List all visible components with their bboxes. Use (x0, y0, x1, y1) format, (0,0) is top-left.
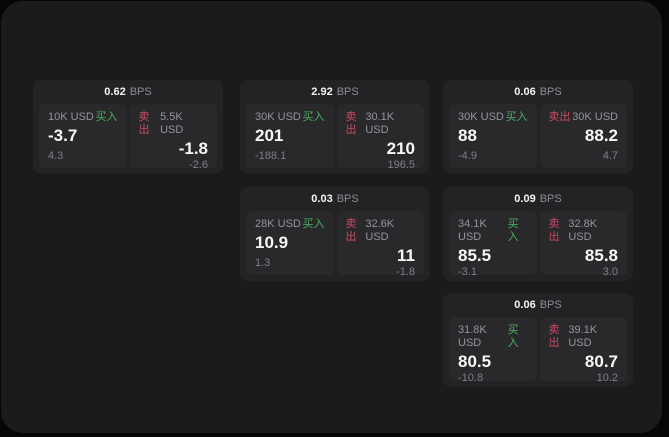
sell-amount: 32.8K USD (568, 218, 598, 243)
sell-panel[interactable]: 卖出 32.6K USD 11 -1.8 (336, 211, 424, 278)
quote-card: 2.92 BPS 30K USD 买入 201 -188.1 卖出 30.1K … (240, 80, 430, 174)
buy-panel[interactable]: 28K USD 买入 10.9 1.3 (246, 211, 334, 275)
buy-delta: -3.1 (458, 266, 477, 278)
buy-amount: 10K USD (48, 111, 94, 123)
quote-body: 31.8K USD 买入 80.5 -10.8 卖出 39.1K USD 80.… (443, 317, 633, 387)
sell-panel[interactable]: 卖出 39.1K USD 80.7 10.2 (539, 317, 627, 384)
buy-amount: 31.8K USD (458, 324, 487, 349)
bps-value: 2.92 (311, 86, 333, 98)
sell-price: 85.8 (584, 246, 618, 265)
buy-amount: 34.1K USD (458, 218, 487, 243)
quote-card: 0.06 BPS 31.8K USD 买入 80.5 -10.8 卖出 39.1… (443, 293, 633, 387)
sell-price: 88.2 (584, 126, 618, 145)
bps-header: 0.06 BPS (443, 293, 633, 317)
buy-tag: 买入 (302, 111, 325, 123)
bps-unit-label: BPS (336, 86, 359, 98)
buy-tag: 买入 (507, 324, 519, 349)
bps-unit-label: BPS (539, 299, 562, 311)
quote-body: 34.1K USD 买入 85.5 -3.1 卖出 32.8K USD 85.8… (443, 211, 633, 281)
sell-delta: 10.2 (596, 372, 618, 384)
buy-delta: -10.8 (458, 372, 484, 384)
bps-header: 0.06 BPS (443, 80, 633, 104)
bps-value: 0.03 (311, 193, 333, 205)
sell-price: -1.8 (178, 139, 208, 158)
bps-unit-label: BPS (539, 86, 562, 98)
bps-unit-label: BPS (539, 193, 562, 205)
quote-card: 0.09 BPS 34.1K USD 买入 85.5 -3.1 卖出 32.8K… (443, 187, 633, 281)
sell-tag: 卖出 (548, 324, 560, 349)
bps-value: 0.06 (514, 86, 536, 98)
sell-amount: 32.6K USD (365, 218, 395, 243)
buy-amount: 30K USD (458, 111, 504, 123)
bps-value: 0.62 (104, 86, 126, 98)
sell-delta: -1.8 (396, 266, 415, 278)
buy-panel[interactable]: 30K USD 买入 88 -4.9 (449, 104, 537, 168)
quote-body: 10K USD 买入 -3.7 4.3 卖出 5.5K USD -1.8 -2.… (33, 104, 223, 174)
buy-tag: 买入 (95, 111, 118, 123)
buy-amount: 30K USD (255, 111, 301, 123)
buy-amount: 28K USD (255, 218, 301, 230)
buy-panel[interactable]: 31.8K USD 买入 80.5 -10.8 (449, 317, 537, 384)
bps-header: 0.09 BPS (443, 187, 633, 211)
sell-delta: -2.6 (189, 159, 208, 171)
sell-panel[interactable]: 卖出 32.8K USD 85.8 3.0 (539, 211, 627, 278)
sell-tag: 卖出 (345, 111, 357, 136)
sell-panel[interactable]: 卖出 5.5K USD -1.8 -2.6 (129, 104, 217, 171)
buy-tag: 买入 (505, 111, 528, 123)
sell-tag: 卖出 (345, 218, 357, 243)
buy-panel[interactable]: 34.1K USD 买入 85.5 -3.1 (449, 211, 537, 278)
bps-unit-label: BPS (129, 86, 152, 98)
quote-body: 28K USD 买入 10.9 1.3 卖出 32.6K USD 11 -1.8 (240, 211, 430, 281)
buy-price: -3.7 (48, 126, 78, 145)
buy-delta: 4.3 (48, 150, 64, 162)
buy-delta: -4.9 (458, 150, 477, 162)
quote-card: 0.62 BPS 10K USD 买入 -3.7 4.3 卖出 5.5K USD (33, 80, 223, 174)
buy-price: 201 (255, 126, 284, 145)
quote-body: 30K USD 买入 88 -4.9 卖出 30K USD 88.2 4.7 (443, 104, 633, 174)
bps-header: 0.62 BPS (33, 80, 223, 104)
sell-amount: 39.1K USD (568, 324, 598, 349)
sell-delta: 4.7 (602, 150, 618, 162)
buy-tag: 买入 (302, 218, 325, 230)
bps-header: 2.92 BPS (240, 80, 430, 104)
buy-delta: -188.1 (255, 150, 287, 162)
sell-amount: 30K USD (572, 111, 618, 123)
quote-card: 0.03 BPS 28K USD 买入 10.9 1.3 卖出 32.6K US… (240, 187, 430, 281)
bps-header: 0.03 BPS (240, 187, 430, 211)
buy-price: 85.5 (458, 246, 492, 265)
buy-price: 80.5 (458, 352, 492, 371)
sell-tag: 卖出 (548, 218, 560, 243)
sell-tag: 卖出 (138, 111, 150, 136)
buy-panel[interactable]: 30K USD 买入 201 -188.1 (246, 104, 334, 168)
sell-price: 80.7 (584, 352, 618, 371)
quote-card: 0.06 BPS 30K USD 买入 88 -4.9 卖出 30K USD (443, 80, 633, 174)
sell-price: 11 (397, 246, 415, 265)
quotes-panel: 0.62 BPS 10K USD 买入 -3.7 4.3 卖出 5.5K USD (1, 1, 662, 433)
bps-unit-label: BPS (336, 193, 359, 205)
sell-price: 210 (386, 139, 415, 158)
quote-body: 30K USD 买入 201 -188.1 卖出 30.1K USD 210 1… (240, 104, 430, 174)
bps-value: 0.09 (514, 193, 536, 205)
bps-value: 0.06 (514, 299, 536, 311)
sell-panel[interactable]: 卖出 30.1K USD 210 196.5 (336, 104, 424, 171)
buy-price: 88 (458, 126, 477, 145)
sell-delta: 196.5 (387, 159, 415, 171)
buy-delta: 1.3 (255, 257, 271, 269)
buy-panel[interactable]: 10K USD 买入 -3.7 4.3 (39, 104, 127, 168)
sell-panel[interactable]: 卖出 30K USD 88.2 4.7 (539, 104, 627, 168)
buy-tag: 买入 (507, 218, 519, 243)
buy-price: 10.9 (255, 233, 289, 252)
sell-tag: 卖出 (548, 111, 571, 123)
sell-delta: 3.0 (602, 266, 618, 278)
sell-amount: 5.5K USD (160, 111, 184, 136)
sell-amount: 30.1K USD (365, 111, 395, 136)
